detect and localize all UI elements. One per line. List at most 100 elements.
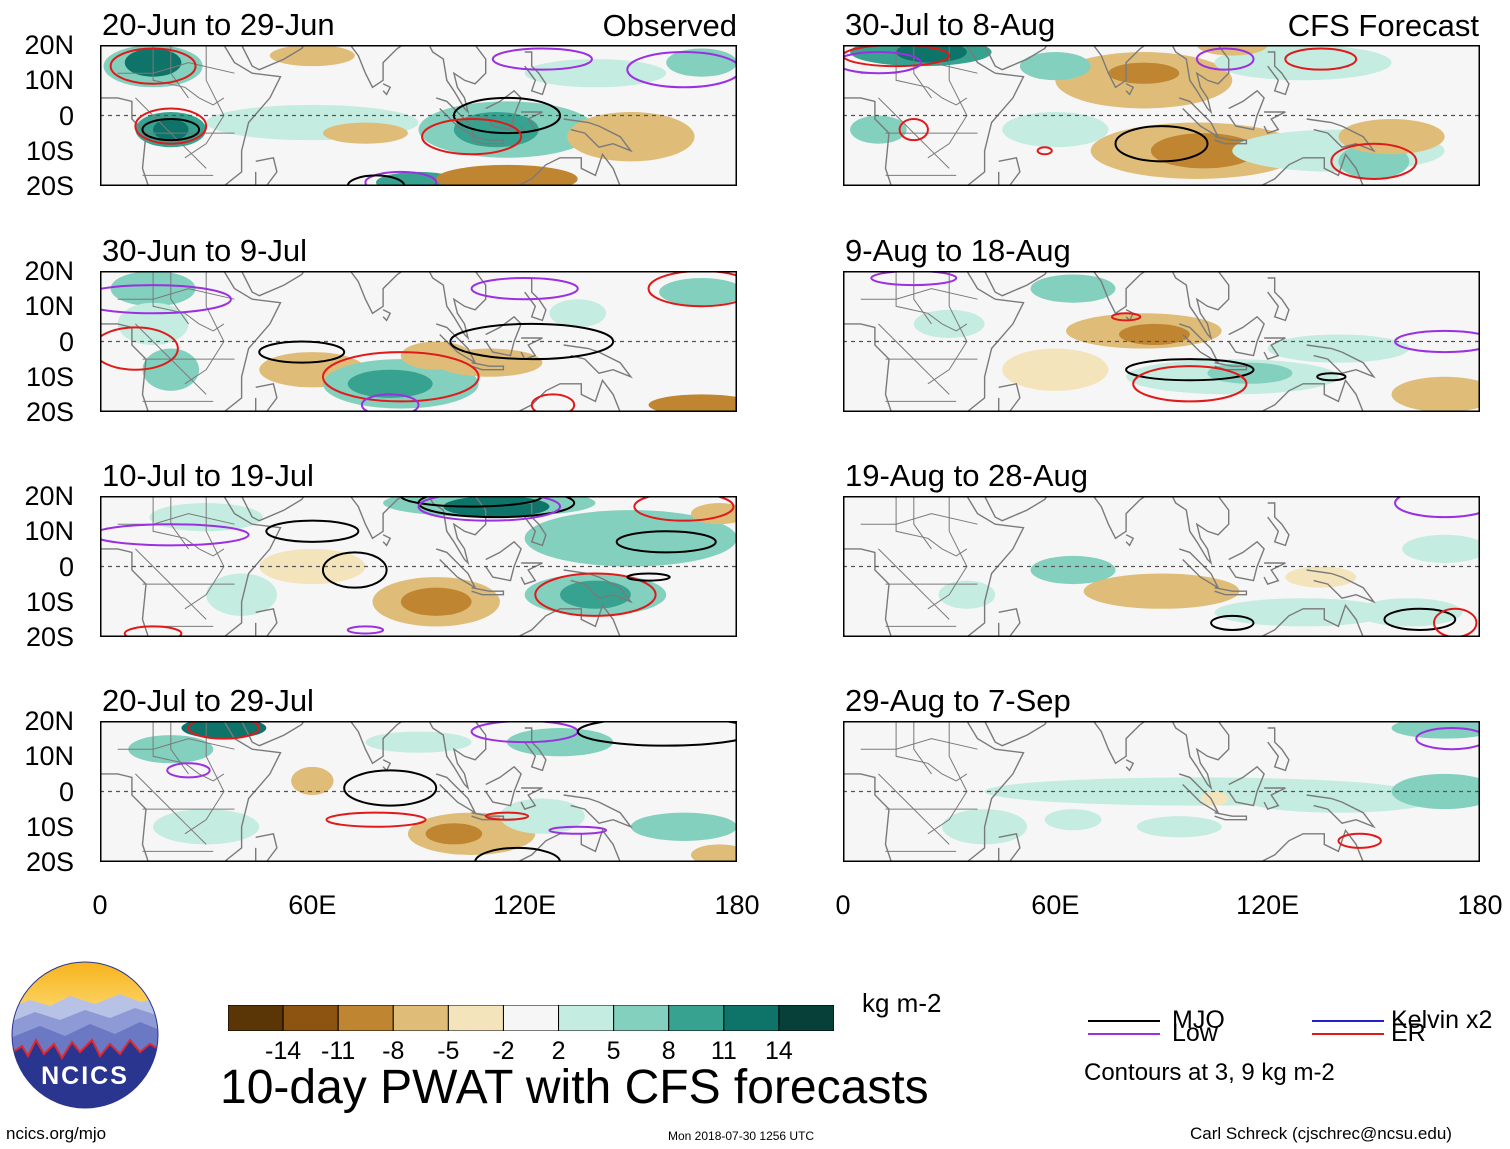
pwat-anomaly <box>436 348 543 377</box>
x-tick-label: 0 <box>92 890 108 920</box>
coastline <box>1258 828 1364 862</box>
coastline <box>982 496 1048 522</box>
pwat-anomaly <box>347 369 433 398</box>
pwat-anomaly <box>291 766 334 796</box>
pwat-anomaly <box>1108 62 1180 84</box>
colorbar-segment <box>613 1005 670 1031</box>
footer-url[interactable]: ncics.org/mjo <box>6 1124 107 1143</box>
pwat-anomaly <box>938 580 996 609</box>
coastline <box>1214 812 1248 821</box>
coastline <box>524 727 547 772</box>
coastline <box>485 765 522 807</box>
panel-frame <box>100 496 737 637</box>
panel-title-observed: 10-Jul to 19-Jul <box>102 458 314 493</box>
coastline <box>382 309 392 322</box>
colorbar-label: -11 <box>321 1037 356 1065</box>
country-border <box>860 738 978 750</box>
coastline <box>998 156 1021 186</box>
colorbar-label: -2 <box>492 1037 515 1065</box>
coastline <box>1178 548 1220 590</box>
ncics-logo: NCICS <box>11 961 159 1109</box>
mjo-contour <box>321 551 388 589</box>
contour-note: Contours at 3, 9 kg m-2 <box>1084 1059 1335 1086</box>
coastline <box>349 721 404 765</box>
pwat-anomaly <box>1214 598 1392 627</box>
coastline <box>471 587 505 596</box>
pwat-anomaly <box>259 548 366 585</box>
mjo-contour <box>1383 607 1457 631</box>
er-contour <box>421 118 523 156</box>
pwat-anomaly <box>691 844 737 862</box>
pwat-anomaly <box>269 45 355 67</box>
pwat-anomaly <box>549 299 607 328</box>
coastline <box>1092 271 1147 315</box>
pwat-anomaly <box>850 115 907 144</box>
y-tick-label: 20N <box>24 256 74 286</box>
colorbar-label: 5 <box>606 1037 621 1065</box>
y-tick-label: 0 <box>58 776 74 807</box>
y-tick-label: 10N <box>24 65 74 96</box>
y-tick-label: 20S <box>25 847 74 877</box>
coastline <box>239 45 305 71</box>
low-contour <box>843 51 922 75</box>
x-tick-label: 120E <box>493 890 557 920</box>
coastline <box>520 337 543 360</box>
coastline <box>471 362 505 371</box>
pwat-anomaly <box>1030 555 1116 585</box>
coastline <box>843 721 1025 862</box>
coastline <box>1267 727 1290 772</box>
pwat-anomaly <box>1214 45 1392 81</box>
pwat-anomaly <box>322 122 408 144</box>
panel-forecast-3 <box>843 496 1480 637</box>
coastline <box>1263 111 1286 134</box>
coastline <box>843 496 1025 637</box>
colorbar <box>228 1005 834 1031</box>
mjo-contour <box>615 530 717 554</box>
pwat-anomaly <box>453 111 539 148</box>
coastline <box>239 721 305 747</box>
coastline <box>1258 152 1364 186</box>
country-border <box>860 513 978 525</box>
low-contour <box>1415 727 1480 751</box>
coastline <box>843 45 1025 186</box>
low-contour <box>100 284 232 315</box>
coastline <box>485 540 522 582</box>
low-contour <box>1394 496 1480 519</box>
panel-title-forecast: 29-Aug to 7-Sep <box>845 683 1071 718</box>
colorbar-label: 8 <box>661 1037 676 1065</box>
coastline <box>1258 603 1364 637</box>
coastline <box>1214 136 1248 145</box>
coastline <box>520 562 543 585</box>
colorbar-segment <box>447 1005 504 1031</box>
pwat-anomaly <box>1119 323 1190 346</box>
pwat-anomaly <box>181 721 267 739</box>
panel-frame <box>100 45 737 186</box>
colorbar-label: -5 <box>437 1037 460 1065</box>
coastline <box>1228 315 1265 357</box>
country-border <box>895 271 968 332</box>
coastline <box>998 832 1021 862</box>
er-contour <box>187 721 261 740</box>
pwat-anomaly <box>1391 376 1480 412</box>
main-title: 10-day PWAT with CFS forecasts <box>220 1061 929 1114</box>
colorbar-label: 2 <box>551 1037 566 1065</box>
er-contour <box>843 45 951 68</box>
y-tick-label: 10N <box>24 741 74 772</box>
pwat-anomaly <box>1002 111 1109 148</box>
observed-label: Observed <box>602 8 737 43</box>
er-contour <box>1132 365 1248 403</box>
panel-observed-1 <box>100 45 737 186</box>
coastline <box>485 89 522 131</box>
y-tick-label: 20S <box>25 622 74 652</box>
coastline <box>1171 496 1230 566</box>
coastline <box>255 832 278 862</box>
mjo-contour <box>1114 125 1209 163</box>
pwat-anomaly <box>499 798 585 834</box>
colorbar-segment <box>228 1005 284 1031</box>
low-contour <box>100 523 250 547</box>
er-contour <box>325 811 427 828</box>
coastline <box>382 759 392 772</box>
coastline <box>1263 562 1286 585</box>
panel-frame <box>843 45 1480 186</box>
panel-title-observed: 20-Jun to 29-Jun <box>102 7 335 42</box>
